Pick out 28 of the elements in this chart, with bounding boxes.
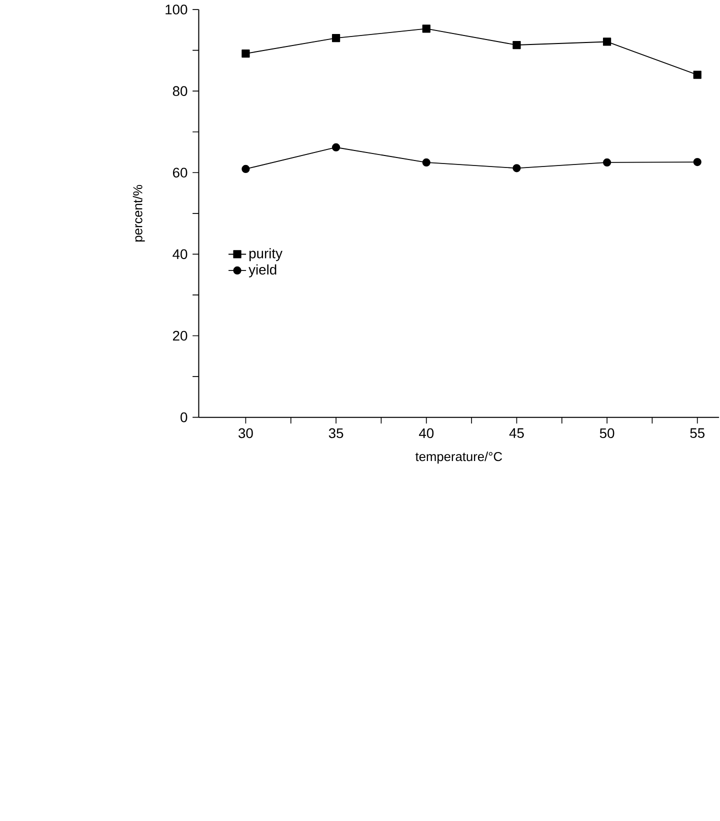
point [512,40,521,50]
point [242,50,250,58]
x-tick-label: 50 [600,428,614,438]
point [332,143,340,152]
x-tick-label: 55 [690,428,705,438]
y-tick-label: 100 [166,4,188,14]
point [512,164,521,172]
x-tick-label: 35 [329,428,344,438]
x-tick-label: 30 [238,428,254,438]
point [603,158,612,167]
y-tick-label: 20 [173,330,188,341]
point [332,34,340,42]
point [242,164,250,174]
point [694,70,702,79]
x-tick-label: 40 [419,428,434,438]
point [603,38,612,46]
y-tick-label: 0 [180,412,188,422]
y-tick-label: 60 [173,168,188,178]
legend-label: purity [250,248,283,262]
y-axis-title: percent/% [133,184,146,242]
point [422,24,431,33]
x-axis-title: temperature/°C [416,452,502,464]
y-tick-label: 40 [172,249,188,260]
x-tick-label: 45 [510,428,524,438]
legend-label: yield [248,264,276,278]
point [694,158,702,166]
y-tick-label: 80 [173,86,188,96]
point [422,158,431,167]
